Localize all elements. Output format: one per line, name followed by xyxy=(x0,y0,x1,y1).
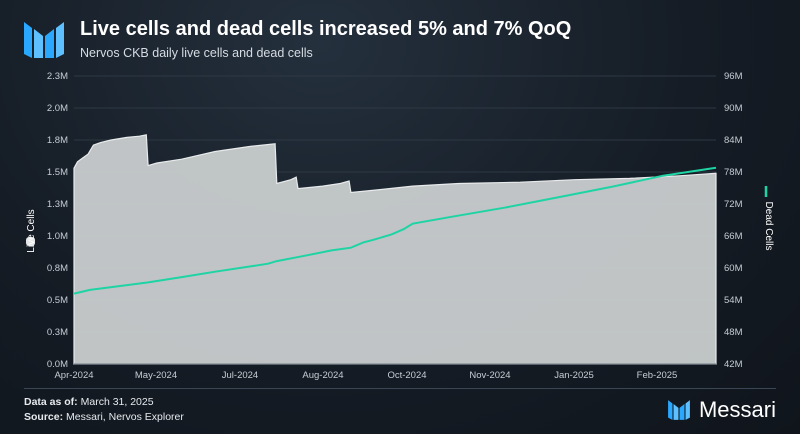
y-right-tick-label: 96M xyxy=(724,71,743,82)
data-as-of-value: March 31, 2025 xyxy=(80,396,154,408)
y-right-tick-label: 42M xyxy=(724,359,743,370)
live-cells-legend-swatch xyxy=(26,237,35,246)
source-value: Messari, Nervos Explorer xyxy=(66,411,184,423)
y-left-tick-label: 2.3M xyxy=(47,71,68,82)
y-left-tick-label: 1.5M xyxy=(47,167,68,178)
brand-name: Messari xyxy=(698,397,776,422)
y-left-tick-label: 1.8M xyxy=(47,135,68,146)
y-right-tick-label: 66M xyxy=(724,231,743,242)
brand-lockup: Messari xyxy=(666,396,776,424)
dead-cells-axis-label: Dead Cells xyxy=(763,202,774,251)
data-as-of: Data as of: March 31, 2025 xyxy=(24,396,154,408)
y-left-tick-label: 0.0M xyxy=(47,359,68,370)
footer-divider xyxy=(24,388,776,389)
x-tick-label: Apr-2024 xyxy=(54,370,93,380)
x-tick-label: Nov-2024 xyxy=(469,370,510,380)
x-tick-label: Feb-2025 xyxy=(637,370,678,380)
y-right-tick-label: 78M xyxy=(724,167,743,178)
y-right-tick-label: 84M xyxy=(724,135,743,146)
messari-logo-icon xyxy=(24,22,64,58)
dead-cells-line xyxy=(73,166,717,295)
y-left-tick-label: 0.8M xyxy=(47,263,68,274)
y-left-tick-label: 1.3M xyxy=(47,199,68,210)
x-tick-label: Oct-2024 xyxy=(387,370,426,380)
x-tick-label: Aug-2024 xyxy=(302,370,343,380)
y-left-tick-label: 0.3M xyxy=(47,327,68,338)
live-cells-area xyxy=(73,134,717,365)
x-tick-label: Jan-2025 xyxy=(554,370,594,380)
source-label: Source: xyxy=(24,411,64,423)
x-tick-label: May-2024 xyxy=(135,370,177,380)
y-right-tick-label: 60M xyxy=(724,263,743,274)
chart-subtitle: Nervos CKB daily live cells and dead cel… xyxy=(80,46,313,60)
chart-area: 0.0M 42M 0.3M 48M 0.5M 54M 0.8M 60M 1.0M 66M 1.3M 7… xyxy=(26,71,774,380)
y-left-tick-label: 1.0M xyxy=(47,231,68,242)
source-line: Source: Messari, Nervos Explorer xyxy=(24,411,184,423)
data-as-of-label: Data as of: xyxy=(24,396,78,408)
y-left-tick-label: 2.0M xyxy=(47,103,68,114)
y-right-tick-label: 90M xyxy=(724,103,743,114)
live-cells-axis-label: Live Cells xyxy=(26,209,37,252)
y-right-tick-label: 72M xyxy=(724,199,743,210)
y-left-tick-label: 0.5M xyxy=(47,295,68,306)
y-right-tick-label: 54M xyxy=(724,295,743,306)
x-tick-label: Jul-2024 xyxy=(222,370,258,380)
y-right-tick-label: 48M xyxy=(724,327,743,338)
brand-logo-icon xyxy=(668,400,690,420)
chart-title: Live cells and dead cells increased 5% a… xyxy=(80,18,572,40)
